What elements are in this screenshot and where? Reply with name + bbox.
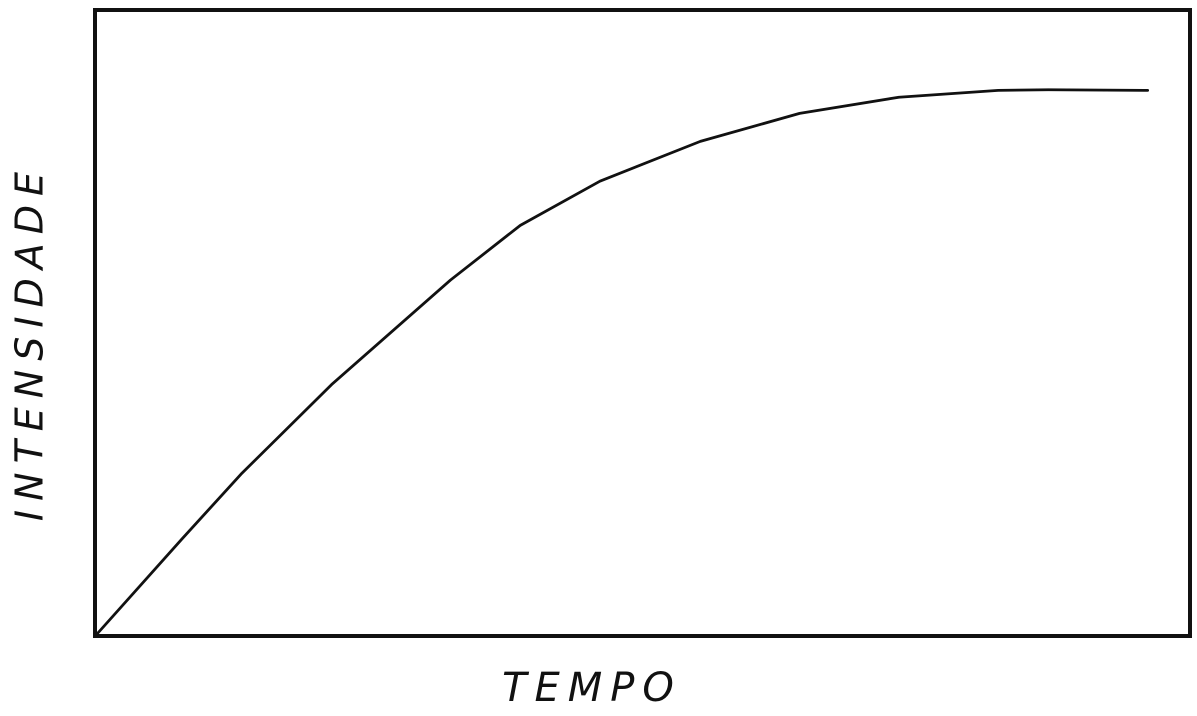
x-axis-label: TEMPO — [502, 665, 682, 711]
plot-frame — [93, 8, 1192, 638]
y-axis-label: INTENSIDADE — [8, 163, 52, 521]
data-line — [95, 88, 1150, 636]
